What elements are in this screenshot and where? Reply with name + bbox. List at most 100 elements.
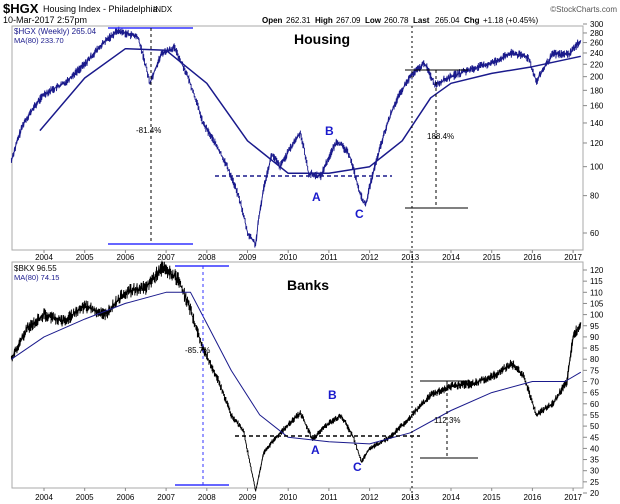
index-name: Housing Index - Philadelphia [43,4,158,14]
x-tick-label: 2013 [401,493,419,502]
low-label: Low [365,16,382,25]
y-tick-label: 280 [590,29,604,38]
y-tick-label: 65 [590,389,599,398]
x-tick-label: 2017 [564,493,582,502]
y-tick-label: 220 [590,60,604,69]
housing-decline-label: -81.4% [136,126,161,135]
x-tick-label: 2014 [442,493,460,502]
x-tick-label: 2007 [157,253,175,262]
housing-title: Housing [294,31,350,47]
y-tick-label: 70 [590,378,599,387]
brand: ©StockCharts.com [550,5,617,14]
x-tick-label: 2012 [361,253,379,262]
y-tick-label: 80 [590,192,599,201]
y-tick-label: 85 [590,344,599,353]
housing-gain-label: 188.4% [427,132,454,141]
x-tick-label: 2011 [320,253,338,262]
y-tick-label: 240 [590,49,604,58]
hgx-ma-line [39,47,581,175]
y-tick-label: 60 [590,229,599,238]
high-label: High [315,16,333,25]
x-tick-label: 2007 [157,493,175,502]
x-tick-label: 2006 [117,253,135,262]
x-tick-label: 2016 [524,493,542,502]
banks-label-a: A [311,443,320,457]
y-tick-label: 100 [590,311,604,320]
x-tick-label: 2010 [279,493,297,502]
banks-gain-label: 112.3% [434,416,461,425]
banks-legend-ma: MA(80) 74.15 [14,273,59,282]
y-tick-label: 45 [590,433,599,442]
datetime: 10-Mar-2017 2:57pm [3,15,87,25]
y-tick-label: 300 [590,20,604,29]
housing-label-a: A [312,190,321,204]
y-tick-label: 20 [590,489,599,498]
y-tick-label: 200 [590,73,604,82]
x-tick-label: 2015 [483,253,501,262]
y-tick-label: 180 [590,86,604,95]
y-tick-label: 160 [590,102,604,111]
y-tick-label: 50 [590,422,599,431]
x-tick-label: 2004 [35,493,53,502]
y-tick-label: 120 [590,139,604,148]
hgx-price-line [10,26,582,248]
x-tick-label: 2009 [239,493,257,502]
x-tick-label: 2008 [198,253,216,262]
y-tick-label: 105 [590,299,604,308]
y-tick-label: 40 [590,444,599,453]
low-value: 260.78 [384,16,409,25]
banks-label-c: C [353,460,362,474]
bkx-price-line [10,260,582,492]
y-tick-label: 35 [590,456,599,465]
y-tick-label: 140 [590,119,604,128]
y-tick-label: 90 [590,333,599,342]
housing-label-c: C [355,207,364,221]
banks-title: Banks [287,277,329,293]
housing-label-b: B [325,124,334,138]
open-label: Open [262,16,283,25]
y-tick-label: 80 [590,355,599,364]
banks-decline-label: -85.7% [185,346,210,355]
y-tick-label: 100 [590,163,604,172]
housing-panel [11,25,584,251]
x-tick-label: 2014 [442,253,460,262]
x-tick-label: 2011 [320,493,338,502]
x-tick-label: 2009 [239,253,257,262]
quote-bar: Open 262.31 High 267.09 Low 260.78 Last … [262,16,538,25]
housing-legend-ma: MA(80) 233.70 [14,36,64,45]
x-tick-label: 2005 [76,493,94,502]
x-tick-label: 2005 [76,253,94,262]
last-value: 265.04 [435,16,460,25]
high-value: 267.09 [336,16,361,25]
y-tick-label: 260 [590,39,604,48]
open-value: 262.31 [286,16,311,25]
y-tick-label: 115 [590,277,603,286]
banks-panel [11,261,584,489]
symbol: $HGX [3,1,39,16]
chg-label: Chg [464,16,480,25]
y-tick-label: 75 [590,366,599,375]
x-tick-label: 2004 [35,253,53,262]
last-label: Last [413,16,430,25]
y-tick-label: 60 [590,400,599,409]
y-tick-label: 25 [590,478,599,487]
x-tick-label: 2006 [117,493,135,502]
x-tick-label: 2010 [279,253,297,262]
banks-legend-price: $BKX 96.55 [14,264,57,273]
x-tick-label: 2017 [564,253,582,262]
y-tick-label: 120 [590,266,604,275]
y-tick-label: 95 [590,322,599,331]
x-tick-label: 2016 [524,253,542,262]
x-tick-label: 2015 [483,493,501,502]
y-tick-label: 55 [590,411,599,420]
housing-legend-price: $HGX (Weekly) 265.04 [14,27,97,36]
chg-value: +1.18 (+0.45%) [483,16,538,25]
bkx-ma-line [11,291,582,445]
x-tick-label: 2013 [401,253,419,262]
x-tick-label: 2008 [198,493,216,502]
y-tick-label: 110 [590,288,603,297]
x-tick-label: 2012 [361,493,379,502]
banks-label-b: B [328,388,337,402]
